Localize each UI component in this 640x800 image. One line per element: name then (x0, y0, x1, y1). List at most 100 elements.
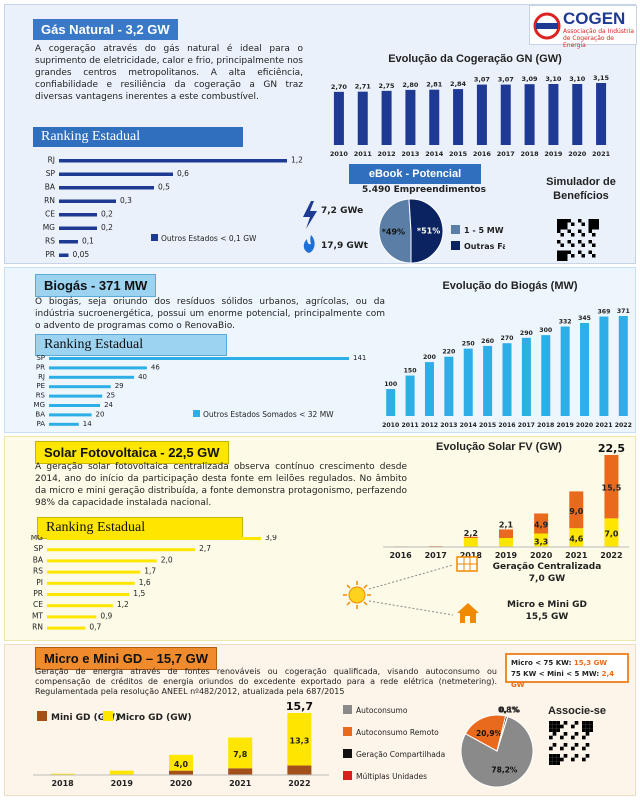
legend-label: Múltiplas Unidades (356, 772, 427, 781)
qr-module (592, 222, 596, 226)
qr-module (592, 243, 596, 247)
solar-panel-icon (456, 556, 478, 572)
bar-value-label: 345 (578, 315, 591, 322)
rank-value-label: 1,2 (117, 600, 129, 609)
cogen-name: COGEN (563, 9, 626, 28)
qr-module (560, 254, 564, 258)
evolution-bar (405, 89, 416, 145)
qr-module (582, 728, 586, 732)
pie-slice-label: *51% (417, 226, 440, 235)
qr-module (567, 240, 571, 244)
simulador-qr-code[interactable] (557, 219, 599, 261)
x-tick-label: 2018 (460, 551, 483, 560)
rank-value-label: 40 (138, 373, 147, 381)
mini-label: 75 KW < Mini < 5 MW: (511, 670, 600, 678)
segment-value-label: 15,5 (602, 484, 622, 493)
x-tick-label: 2019 (544, 150, 563, 158)
lightning-icon (303, 201, 317, 229)
qr-module (589, 724, 593, 729)
solar-ranking-title: Ranking Estadual (37, 517, 243, 539)
cogen-logo[interactable]: COGEN Associação da Indústria de Cogeraç… (529, 5, 637, 49)
pie-slice-label: *49% (382, 228, 405, 237)
rank-bar (59, 213, 97, 217)
stacked-bar-segment (569, 491, 584, 529)
rank-category-label: MT (32, 611, 43, 620)
solar-description: A geração solar fotovoltaica centralizad… (35, 462, 407, 508)
legend-label: Autoconsumo Remoto (356, 728, 439, 737)
rank-category-label: BA (35, 410, 45, 418)
qr-module (560, 724, 564, 729)
solar-evolution-title: Evolução Solar FV (GW) (436, 441, 562, 453)
rank-category-label: RS (33, 567, 43, 576)
rank-bar (49, 404, 101, 407)
associe-label[interactable]: Associe-se (547, 705, 607, 717)
bar-value-label: 3,10 (545, 75, 562, 83)
rank-value-label: 0,9 (100, 611, 112, 620)
rank-value-label: 2,0 (161, 555, 173, 564)
gn-section: Gás Natural - 3,2 GW A cogeração através… (4, 4, 637, 264)
qr-module (552, 743, 557, 747)
x-tick-label: 2019 (495, 551, 518, 560)
rank-category-label: MG (43, 223, 55, 232)
legend-swatch (343, 749, 352, 758)
qr-module (578, 240, 582, 244)
rank-category-label: SP (46, 169, 56, 178)
rank-bar (49, 366, 147, 370)
stacked-bar-segment (569, 528, 584, 547)
flame-icon (303, 235, 315, 253)
qr-module (564, 254, 568, 258)
evolution-bar (596, 83, 607, 145)
segment-value-label: 3,3 (534, 537, 548, 546)
qr-module (582, 746, 586, 751)
rank-value-label: 2,7 (199, 544, 211, 553)
gd-label: Micro e Mini GD 15,5 GW (485, 599, 609, 623)
ebook-button[interactable]: eBook - Potencial (349, 164, 481, 184)
qr-module (557, 257, 561, 261)
rank-category-label: MG (31, 535, 43, 542)
qr-module (564, 250, 568, 254)
total-value-label: 22,5 (598, 442, 625, 455)
bar-value-label: 200 (423, 354, 437, 361)
biogas-evolution-title: Evolução do Biogás (MW) (442, 280, 578, 292)
rank-value-label: 3,9 (265, 535, 277, 542)
gn-evolution-chart: 2,70 2010 2,71 2011 2,75 2012 2,80 2013 2,81 2014… (330, 74, 611, 158)
evolution-bar (548, 83, 559, 145)
evolution-bar (429, 89, 440, 145)
pie-slice (378, 198, 412, 264)
rank-value-label: 20 (96, 410, 105, 418)
pie-slice-label: 0,8% (498, 705, 519, 714)
bar-value-label: 2,75 (379, 82, 396, 90)
mini-value: 2,4 GW (511, 670, 614, 689)
bar-value-label: 100 (384, 381, 398, 388)
simulador-label[interactable]: Simulador de Benefícios (546, 176, 616, 202)
rank-category-label: RJ (38, 373, 45, 381)
solar-evolution-chart: 201620172,220182,22,120193,34,920204,69,… (383, 442, 629, 560)
qr-module (552, 761, 557, 765)
bar-value-label: 2,70 (331, 83, 348, 91)
qr-module (557, 226, 561, 230)
qr-module (557, 254, 561, 258)
qr-module (581, 254, 585, 258)
rank-bar (59, 226, 97, 230)
x-tick-label: 2014 (425, 150, 444, 158)
qr-module (564, 226, 568, 230)
qr-module (560, 257, 564, 261)
bar-value-label: 250 (462, 341, 476, 348)
x-tick-label: 2018 (521, 150, 540, 158)
qr-module (581, 243, 585, 247)
rank-category-label: RS (36, 392, 46, 400)
rank-bar (49, 413, 92, 417)
rank-category-label: CE (33, 600, 43, 609)
qr-module (557, 250, 561, 254)
qr-module (585, 732, 590, 736)
qr-module (585, 721, 590, 725)
rank-value-label: 24 (104, 401, 113, 409)
x-tick-label: 2020 (568, 150, 587, 158)
qr-module (556, 761, 560, 765)
pie-slice-label: 20,9% (476, 729, 503, 738)
rank-value-label: 1,2 (291, 156, 303, 165)
rank-value-label: 1,5 (133, 589, 145, 598)
evolution-bar (580, 323, 590, 416)
associe-qr-code[interactable] (549, 721, 593, 765)
segment-value-label: 9,0 (569, 507, 584, 516)
